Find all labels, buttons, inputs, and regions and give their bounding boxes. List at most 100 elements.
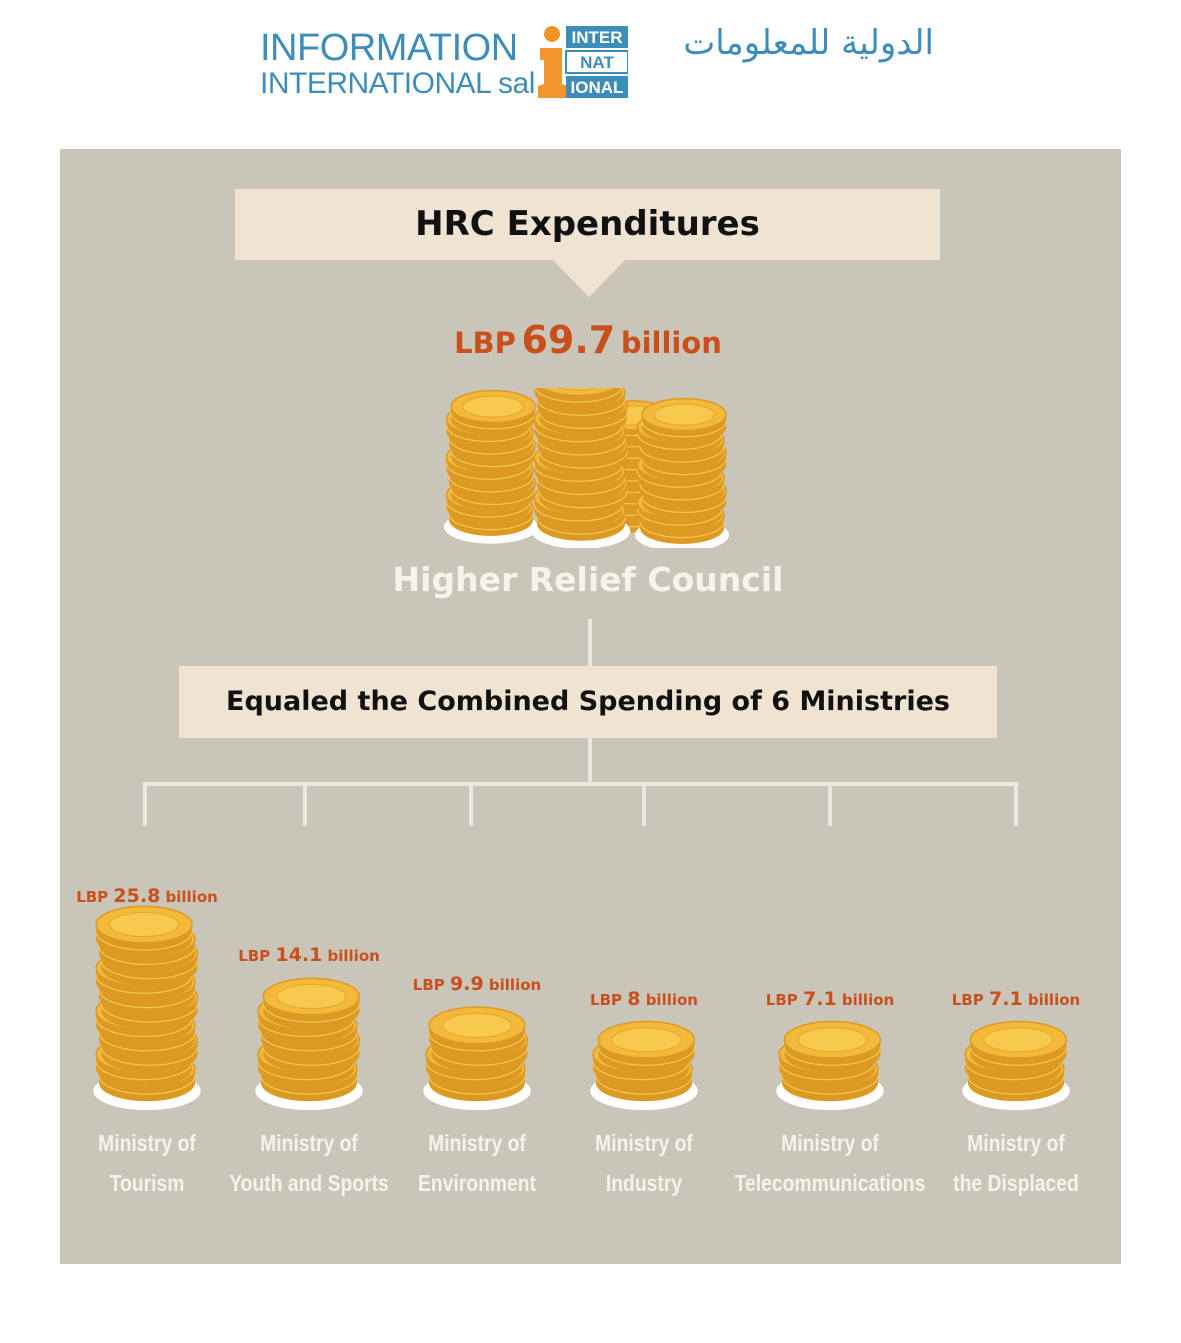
coin-band	[536, 438, 626, 456]
coin-edge	[99, 982, 195, 1015]
ministry-unit: billion	[483, 976, 542, 995]
coin-edge	[99, 1068, 195, 1102]
main-amount-value: 69.7	[521, 318, 616, 362]
ministry-unit: billion	[836, 990, 895, 1009]
ministry-name-line-1: Ministry of	[428, 1130, 526, 1156]
coin-band	[100, 1003, 198, 1023]
coin-band	[445, 425, 532, 443]
coin-edge	[429, 1025, 525, 1059]
ministry-coin-stack	[590, 1020, 698, 1111]
ministry-name-line-2: Environment	[417, 1170, 537, 1196]
main-amount: LBP 69.7 billion	[388, 318, 788, 362]
coin-edge	[426, 1054, 523, 1087]
coin-band	[260, 1075, 358, 1095]
coin-band	[257, 1018, 355, 1038]
coin-edge	[451, 444, 536, 473]
coin-band	[639, 483, 725, 501]
coin-edge	[537, 471, 625, 502]
page-title: HRC Expenditures	[415, 204, 760, 244]
ministry-name: Ministry of Tourism	[46, 1123, 248, 1203]
coin-band	[450, 412, 536, 430]
coin-edge	[101, 996, 198, 1030]
connector-drop	[828, 782, 832, 826]
coin-edge	[642, 452, 727, 481]
ministry-amount-value: 14.1	[275, 944, 323, 967]
coin-edge	[965, 1054, 1062, 1087]
ministry-coin-stack	[423, 1006, 531, 1111]
coin-band	[450, 488, 536, 506]
ministry-amount-value: 8	[627, 987, 641, 1010]
logo: INFORMATION INTERNATIONAL sal INTER NAT …	[258, 22, 938, 104]
main-unit: billion	[620, 326, 722, 360]
ministry-name: Ministry of Industry	[543, 1123, 745, 1203]
connector-drop	[469, 782, 473, 826]
coin-face-inner	[276, 983, 347, 1010]
coin-band	[592, 1061, 690, 1081]
ministry-coin-stack-mark	[93, 905, 201, 1111]
coin-edge	[263, 996, 360, 1030]
ministry-name: Ministry of Environment	[376, 1123, 578, 1203]
logo-mark-icon: INTER NAT IONAL	[538, 26, 628, 98]
ministry-name-line-1: Ministry of	[260, 1130, 358, 1156]
coin-edge	[598, 1039, 695, 1073]
coin-band	[533, 424, 623, 443]
coin-band	[98, 1032, 196, 1052]
coin-band	[533, 504, 623, 522]
coin-band	[536, 477, 626, 496]
ministry-name-line-2: Youth and Sports	[229, 1170, 389, 1196]
ministry-name: Ministry of the Displaced	[915, 1123, 1117, 1203]
coin-band	[425, 1061, 523, 1081]
coin-band	[595, 1075, 693, 1095]
coin-edge	[261, 1025, 357, 1059]
coin-edge	[539, 444, 628, 475]
coin-edge	[537, 431, 625, 462]
coin-band	[641, 496, 727, 514]
coin-edge	[534, 388, 623, 409]
logo-line-1: INFORMATION	[260, 27, 518, 69]
ministry-coin-stack	[776, 1020, 884, 1111]
ministry-currency: LBP	[765, 990, 804, 1009]
coin-band	[636, 471, 723, 488]
coin-face-inner	[108, 911, 180, 938]
coin-band	[969, 1046, 1067, 1066]
ministry-name-line-2: Industry	[605, 1170, 683, 1196]
coin-band	[538, 451, 628, 469]
coin-edge	[968, 1068, 1064, 1102]
ministry-unit: billion	[1022, 990, 1081, 1009]
coin-edge	[784, 1039, 881, 1073]
ministry-unit: billion	[160, 888, 218, 906]
coin-band	[778, 1061, 876, 1081]
title-pointer	[552, 259, 626, 297]
ministry-name-line-1: Ministry of	[595, 1130, 693, 1156]
coin-edge	[637, 502, 722, 532]
coin-band	[95, 931, 193, 951]
coin-band	[597, 1046, 695, 1066]
main-currency: LBP	[454, 326, 516, 360]
ministry-name-line-2: Tourism	[109, 1170, 185, 1196]
coin-edge	[99, 1025, 195, 1059]
coin-band	[783, 1046, 881, 1066]
ministry-coin-stack-mark	[962, 1020, 1070, 1111]
coin-edge	[446, 457, 531, 486]
coin-edge	[446, 494, 531, 524]
coin-edge	[970, 1039, 1067, 1073]
ministry-amount: LBP 7.1 billion	[921, 988, 1111, 1010]
coin-band	[636, 509, 723, 526]
coin-face-inner	[983, 1027, 1054, 1053]
coin-edge	[534, 458, 623, 488]
ministry-currency: LBP	[412, 976, 451, 995]
coin-edge	[451, 406, 536, 436]
coin-edge	[431, 1039, 528, 1073]
ministry-unit: billion	[640, 990, 698, 1009]
main-coin-stack	[531, 388, 631, 548]
main-label: Higher Relief Council	[392, 560, 784, 599]
ministry-name-line-1: Ministry of	[98, 1130, 196, 1156]
coin-edge	[539, 405, 628, 436]
coin-edge	[258, 1011, 355, 1044]
ministry-name-line-1: Ministry of	[781, 1130, 879, 1156]
coin-edge	[263, 1039, 360, 1073]
coin-band	[781, 1075, 879, 1095]
coin-band	[639, 521, 725, 539]
coin-edge	[101, 1039, 198, 1073]
ministry-coin-stack-mark	[776, 1020, 884, 1111]
